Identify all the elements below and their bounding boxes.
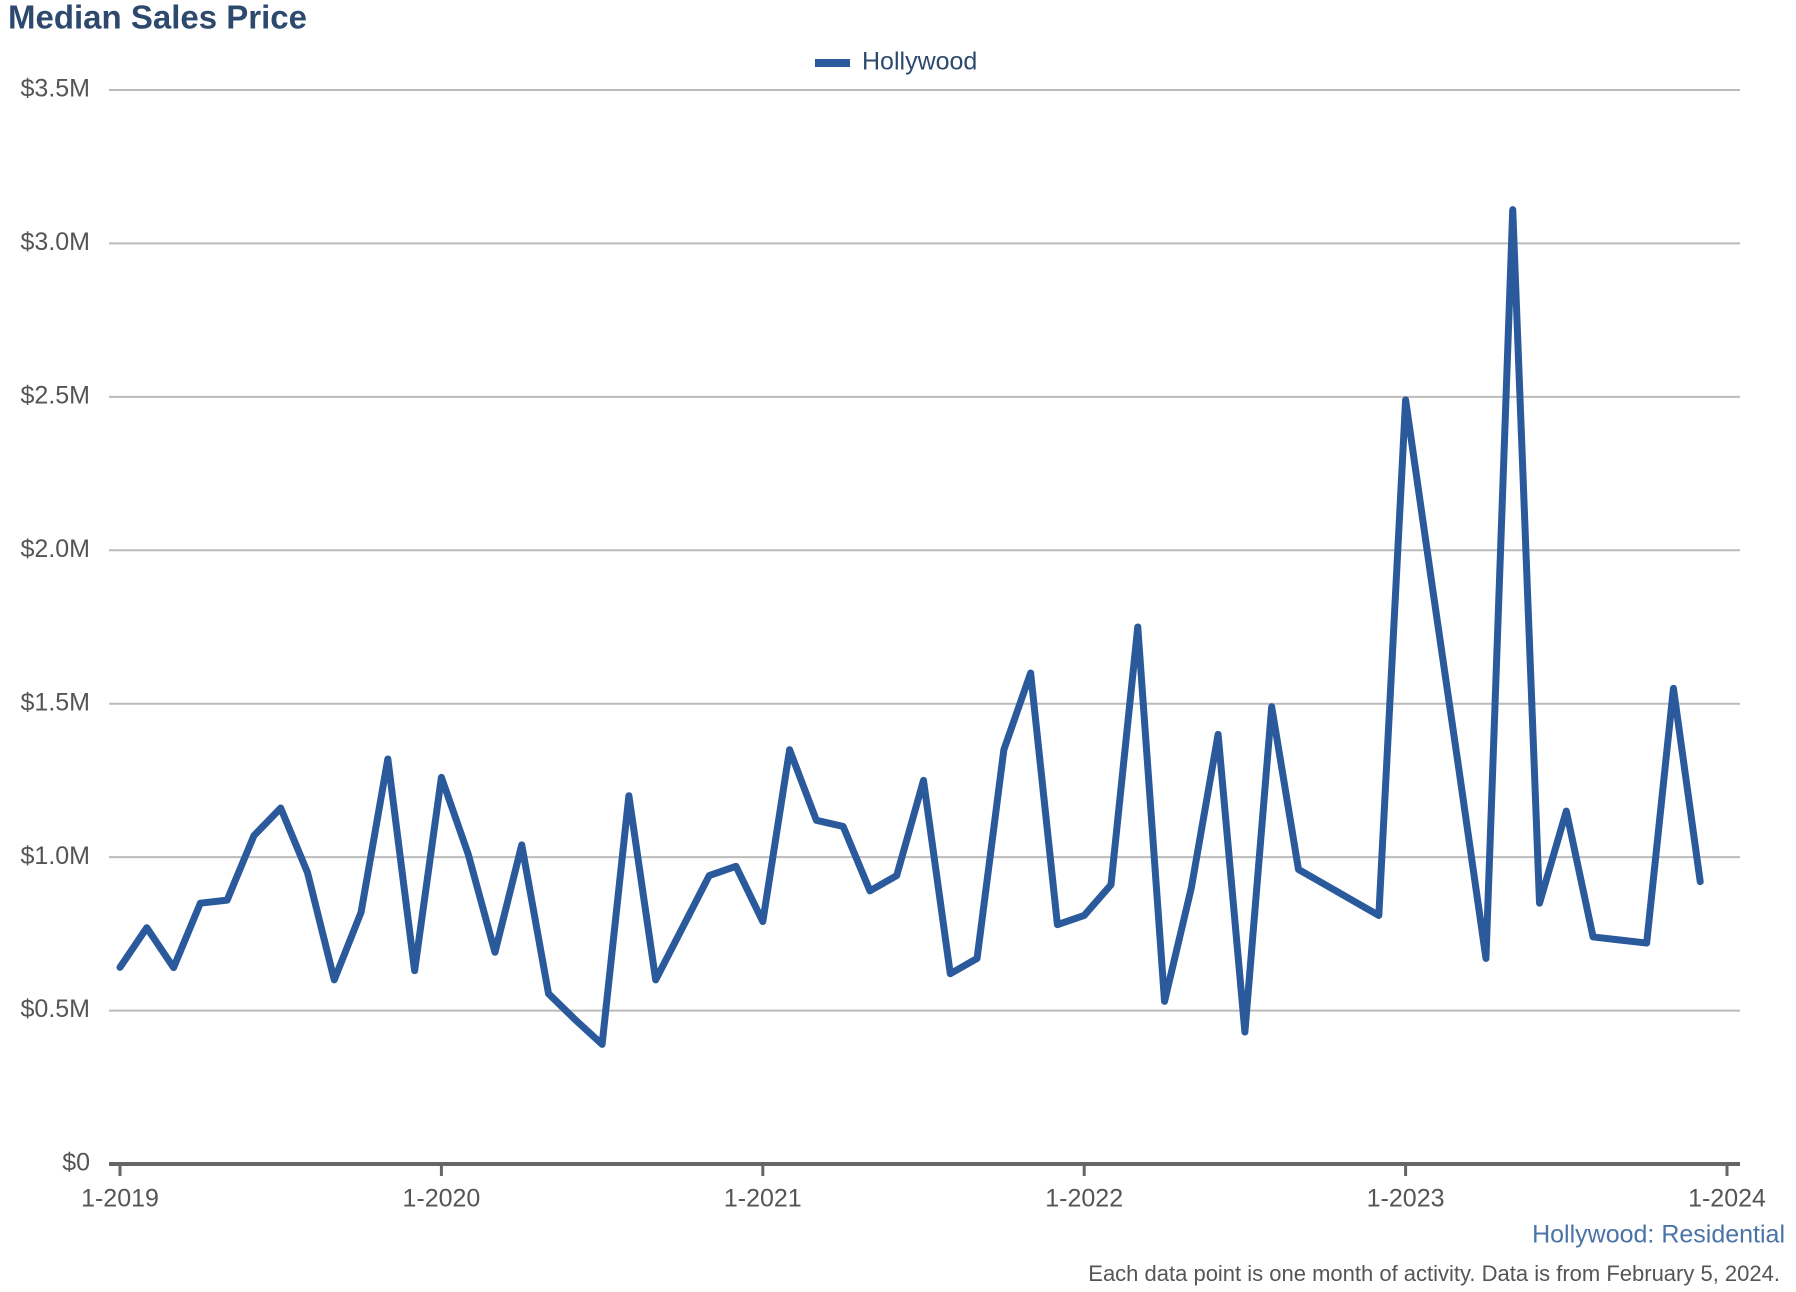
x-tick-label: 1-2021 (724, 1185, 802, 1213)
x-tick-label: 1-2020 (402, 1185, 480, 1213)
y-tick-label: $0.5M (21, 995, 90, 1023)
subtitle: Hollywood: Residential (1532, 1221, 1785, 1249)
legend-label: Hollywood (862, 48, 977, 76)
y-tick-label: $3.5M (21, 75, 90, 103)
chart-title: Median Sales Price (8, 0, 307, 36)
note: Each data point is one month of activity… (1088, 1261, 1780, 1286)
y-tick-label: $2.5M (21, 381, 90, 409)
line (116, 206, 1704, 1048)
y-tick-label: $1.5M (21, 688, 90, 716)
y-tick-label: $0 (62, 1149, 90, 1177)
y-tick-label: $3.0M (21, 228, 90, 256)
y-tick-label: $2.0M (21, 535, 90, 563)
x-tick-label: 1-2023 (1367, 1185, 1445, 1213)
y-tick-label: $1.0M (21, 842, 90, 870)
x-tick-label: 1-2019 (81, 1185, 159, 1213)
x-tick-label: 1-2024 (1688, 1185, 1766, 1213)
x-tick-label: 1-2022 (1045, 1185, 1123, 1213)
